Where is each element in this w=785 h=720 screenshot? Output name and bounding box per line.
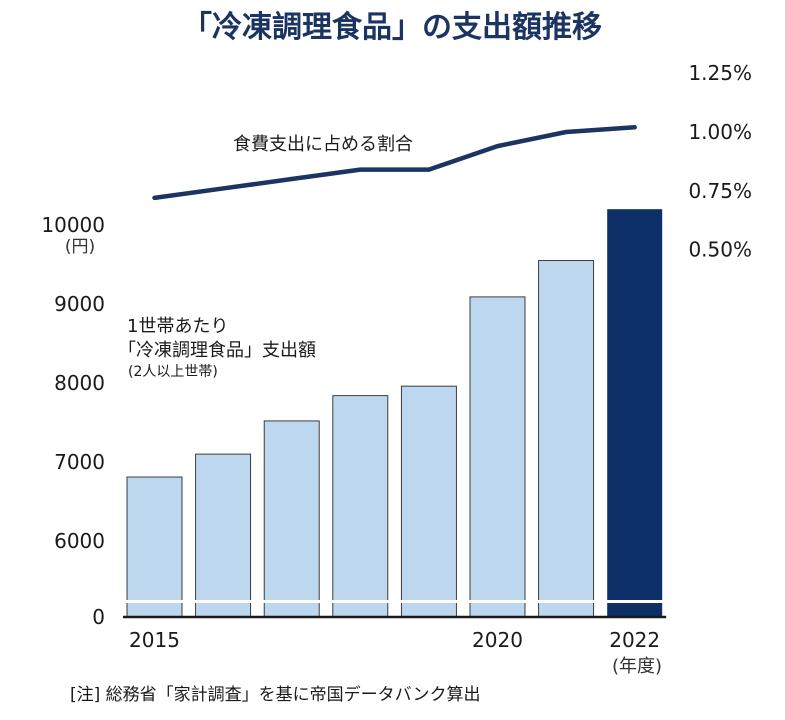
bar-series-label-3: (2人以上世帯) — [128, 364, 218, 380]
bar — [263, 420, 320, 618]
right-axis-tick-label: 1.25% — [688, 61, 752, 85]
left-axis-ticks: 0 6000 7000 8000 9000 10000 — [41, 213, 105, 629]
x-axis-tick-label: 2022 — [609, 628, 660, 652]
left-axis-tick-label: 6000 — [54, 529, 105, 553]
source-note: [注] 総務省「家計調査」を基に帝国データバンク算出 — [70, 684, 481, 705]
bar — [469, 296, 526, 618]
line-series-path — [152, 125, 637, 201]
x-axis-ticks: 2015 2020 2022 — [129, 628, 660, 652]
line-series — [152, 125, 637, 201]
bar — [400, 385, 457, 618]
left-axis-tick-label: 7000 — [54, 450, 105, 474]
right-axis-tick-label: 1.00% — [688, 120, 752, 144]
bar — [195, 453, 252, 618]
chart-title: 「冷凍調理食品」の支出額推移 — [182, 10, 602, 45]
x-axis-tick-label: 2020 — [472, 628, 523, 652]
bar — [607, 209, 663, 617]
right-axis-ticks: 0.50% 0.75% 1.00% 1.25% — [688, 61, 752, 261]
left-axis-tick-label: 0 — [92, 605, 105, 629]
bar — [538, 260, 595, 618]
x-axis-tick-label: 2015 — [129, 628, 180, 652]
x-axis-unit: (年度) — [612, 656, 662, 677]
bar-series-label-1: 1世帯あたり — [127, 316, 228, 337]
bar — [332, 395, 389, 618]
right-axis-tick-label: 0.75% — [688, 179, 752, 203]
right-axis-tick-label: 0.50% — [688, 238, 752, 262]
bar-series — [121, 209, 669, 619]
axis-break — [121, 600, 669, 603]
left-axis-tick-label: 8000 — [54, 371, 105, 395]
bar-series-label-2: 「冷凍調理食品」支出額 — [118, 340, 316, 361]
left-axis-tick-label: 9000 — [54, 292, 105, 316]
left-axis-tick-label: 10000 — [41, 213, 105, 237]
line-series-label: 食費支出に占める割合 — [233, 134, 413, 155]
bar — [126, 476, 183, 618]
left-axis-unit: (円) — [65, 237, 95, 257]
